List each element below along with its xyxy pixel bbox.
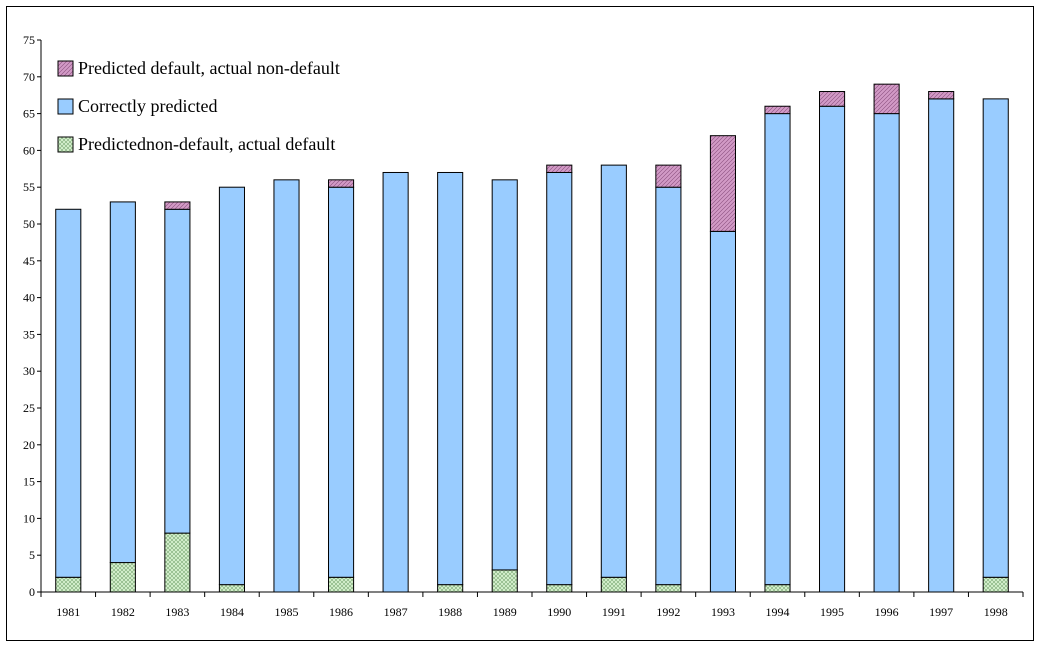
x-tick-label: 1990 (547, 605, 571, 619)
y-tick-label: 0 (29, 585, 35, 599)
legend-label: Correctly predicted (78, 96, 217, 116)
bar-segment-1984-series-0 (218, 584, 245, 593)
y-tick-label: 60 (23, 143, 35, 157)
bar-segment-1986-series-1 (328, 186, 355, 578)
y-tick-label: 75 (23, 33, 35, 47)
x-tick-label: 1982 (111, 605, 135, 619)
bar-segment-1990-series-1 (546, 171, 573, 586)
bars (55, 83, 1009, 593)
bar-segment-1996-series-2 (873, 83, 900, 115)
x-tick-label: 1988 (438, 605, 462, 619)
legend-label: Predictednon-default, actual default (78, 134, 335, 154)
bar-segment-1983-series-0 (164, 532, 191, 593)
bar-segment-1989-series-0 (491, 569, 518, 593)
legend: Predicted default, actual non-default Cor… (57, 58, 340, 154)
bar-segment-1991-series-1 (600, 164, 627, 578)
y-axis: 0 5 10 15 20 25 30 35 40 45 50 55 60 65 70 75 (23, 33, 42, 599)
bar-segment-1998-series-0 (982, 576, 1009, 593)
bar-segment-1998-series-1 (982, 98, 1009, 578)
x-tick-label: 1985 (275, 605, 299, 619)
bar-segment-1993-series-2 (709, 135, 736, 232)
bar-segment-1984-series-1 (218, 186, 245, 586)
bar-segment-1990-series-2 (546, 164, 573, 173)
bar-segment-1995-series-2 (819, 91, 846, 107)
bar-segment-1994-series-1 (764, 113, 791, 586)
y-tick-label: 55 (23, 180, 35, 194)
y-tick-label: 10 (23, 511, 35, 525)
bar-segment-1996-series-1 (873, 113, 900, 593)
bar-segment-1982-series-1 (109, 201, 136, 564)
x-tick-label: 1995 (820, 605, 844, 619)
bar-segment-1990-series-0 (546, 584, 573, 593)
x-tick-label: 1996 (875, 605, 899, 619)
bar-segment-1997-series-1 (928, 98, 955, 593)
bar-segment-1995-series-1 (819, 105, 846, 593)
legend-swatch (57, 60, 74, 77)
x-tick-label: 1989 (493, 605, 517, 619)
chart-frame: 0 5 10 15 20 25 30 35 40 45 50 55 60 65 70 75 1981 1982 1… (6, 6, 1034, 641)
legend-swatch (57, 136, 74, 153)
y-tick-label: 50 (23, 217, 35, 231)
bar-segment-1997-series-2 (928, 91, 955, 100)
x-tick-label: 1987 (384, 605, 408, 619)
bar-segment-1992-series-2 (655, 164, 682, 188)
y-tick-label: 40 (23, 291, 35, 305)
y-tick-label: 45 (23, 254, 35, 268)
legend-swatch (57, 98, 74, 115)
bar-segment-1981-series-1 (55, 208, 82, 578)
y-tick-label: 70 (23, 70, 35, 84)
x-tick-label: 1994 (766, 605, 790, 619)
legend-label: Predicted default, actual non-default (78, 58, 340, 78)
bar-segment-1982-series-0 (109, 562, 136, 593)
y-tick-label: 15 (23, 475, 35, 489)
bar-segment-1983-series-1 (164, 208, 191, 534)
bar-segment-1985-series-1 (273, 179, 300, 593)
x-tick-label: 1991 (602, 605, 626, 619)
bar-segment-1987-series-1 (382, 171, 409, 593)
bar-segment-1992-series-0 (655, 584, 682, 593)
bar-segment-1989-series-1 (491, 179, 518, 571)
y-tick-label: 5 (29, 548, 35, 562)
bar-segment-1986-series-2 (328, 179, 355, 188)
y-tick-label: 30 (23, 364, 35, 378)
bar-segment-1986-series-0 (328, 576, 355, 593)
y-tick-label: 20 (23, 438, 35, 452)
bar-segment-1991-series-0 (600, 576, 627, 593)
x-tick-label: 1998 (984, 605, 1008, 619)
bar-segment-1981-series-0 (55, 576, 82, 593)
x-tick-label: 1986 (329, 605, 353, 619)
bar-segment-1992-series-1 (655, 186, 682, 586)
y-tick-label: 35 (23, 327, 35, 341)
x-tick-label: 1997 (929, 605, 953, 619)
y-tick-label: 65 (23, 107, 35, 121)
x-tick-label: 1983 (165, 605, 189, 619)
y-tick-label: 25 (23, 401, 35, 415)
x-axis: 1981 1982 1983 1984 1985 1986 1987 1988 1989 1990… (40, 591, 1024, 619)
x-tick-label: 1981 (56, 605, 80, 619)
bar-segment-1988-series-1 (437, 171, 464, 586)
x-tick-label: 1992 (656, 605, 680, 619)
x-tick-label: 1984 (220, 605, 244, 619)
bar-segment-1988-series-0 (437, 584, 464, 593)
bar-segment-1994-series-2 (764, 105, 791, 115)
bar-segment-1994-series-0 (764, 584, 791, 593)
bar-segment-1983-series-2 (164, 201, 191, 210)
bar-segment-1993-series-1 (709, 230, 736, 593)
x-tick-label: 1993 (711, 605, 735, 619)
